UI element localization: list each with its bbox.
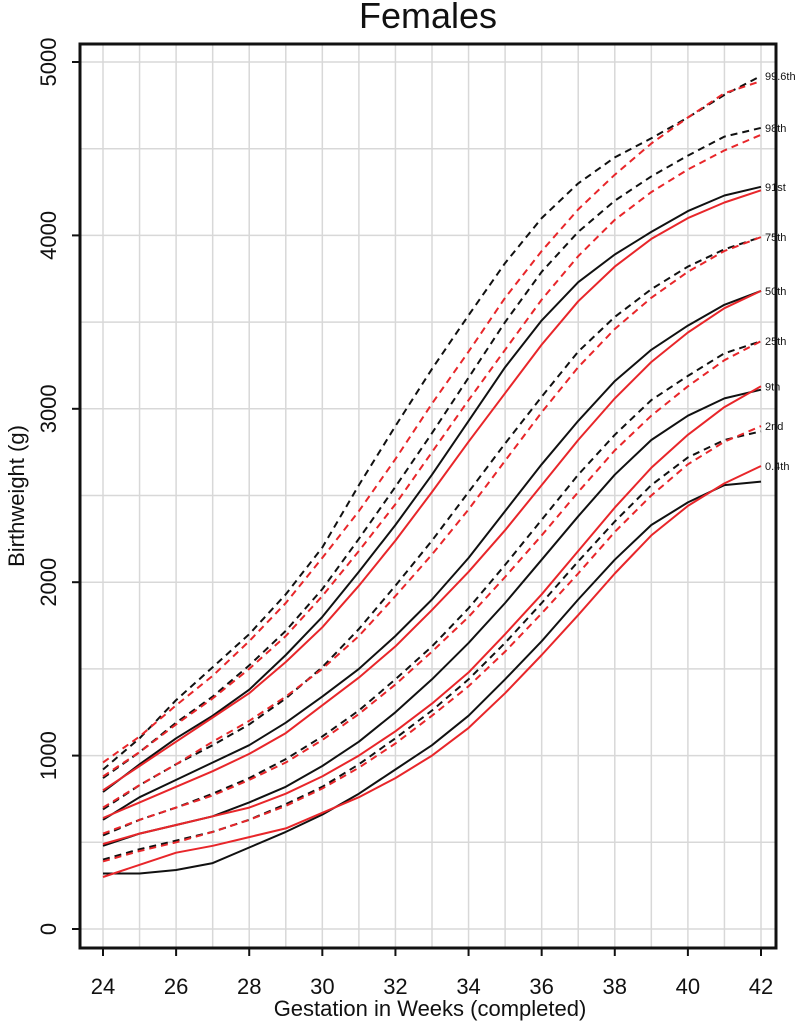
series-line-25th-red: [102, 340, 762, 835]
series-line-98th-red: [102, 133, 762, 778]
x-axis-label: Gestation in Weeks (completed): [274, 996, 587, 1021]
y-tick-label: 0: [36, 923, 61, 935]
y-axis-label: Birthweight (g): [4, 425, 29, 567]
x-tick-label: 28: [237, 974, 261, 999]
series-line-2nd-red: [102, 425, 762, 863]
y-tick-label: 3000: [36, 384, 61, 433]
x-tick-label: 38: [603, 974, 627, 999]
series-line-0.4th-black: [103, 480, 762, 875]
series-line-99.6th-red: [102, 80, 762, 764]
series-line-75th-red: [102, 236, 762, 809]
x-tick-label: 34: [456, 974, 480, 999]
x-tick-label: 42: [749, 974, 773, 999]
x-tick-label: 24: [91, 974, 115, 999]
x-axis: 24 26 28 30 32 34 36 38 40 42: [91, 948, 773, 999]
percentile-label: 9th: [765, 381, 780, 393]
y-tick-label: 1000: [36, 731, 61, 780]
percentile-label: 0.4th: [765, 461, 789, 473]
x-tick-label: 32: [383, 974, 407, 999]
percentile-label: 91st: [765, 182, 786, 194]
series-layer: [102, 75, 762, 878]
percentile-label: 99.6th: [765, 71, 796, 83]
plot-frame: [78, 42, 778, 950]
series-line-98th-black: [102, 126, 762, 779]
x-tick-label: 36: [529, 974, 553, 999]
y-tick-label: 2000: [36, 558, 61, 607]
series-line-91st-black: [102, 185, 762, 793]
x-tick-label: 26: [164, 974, 188, 999]
percentile-label: 25th: [765, 336, 786, 348]
series-line-9th-red: [102, 385, 762, 845]
series-line-50th-red: [102, 289, 762, 819]
grid: [80, 44, 776, 948]
percentile-label: 75th: [765, 232, 786, 244]
percentile-label: 50th: [765, 286, 786, 298]
percentile-labels: 99.6th 98th 91st 75th 50th 25th 9th 2nd 0.4th: [765, 71, 796, 473]
y-tick-label: 5000: [36, 38, 61, 87]
percentile-label: 2nd: [765, 421, 783, 433]
series-line-99.6th-black: [102, 75, 762, 771]
series-line-50th-black: [102, 289, 762, 821]
series-line-91st-red: [102, 189, 762, 792]
chart-title: Females: [359, 0, 497, 36]
x-tick-label: 30: [310, 974, 334, 999]
series-line-25th-black: [102, 340, 762, 837]
x-tick-label: 40: [676, 974, 700, 999]
y-tick-label: 4000: [36, 211, 61, 260]
series-line-0.4th-red: [102, 465, 762, 878]
percentile-label: 98th: [765, 123, 786, 135]
y-axis: 0 1000 2000 3000 4000 5000: [36, 38, 80, 935]
